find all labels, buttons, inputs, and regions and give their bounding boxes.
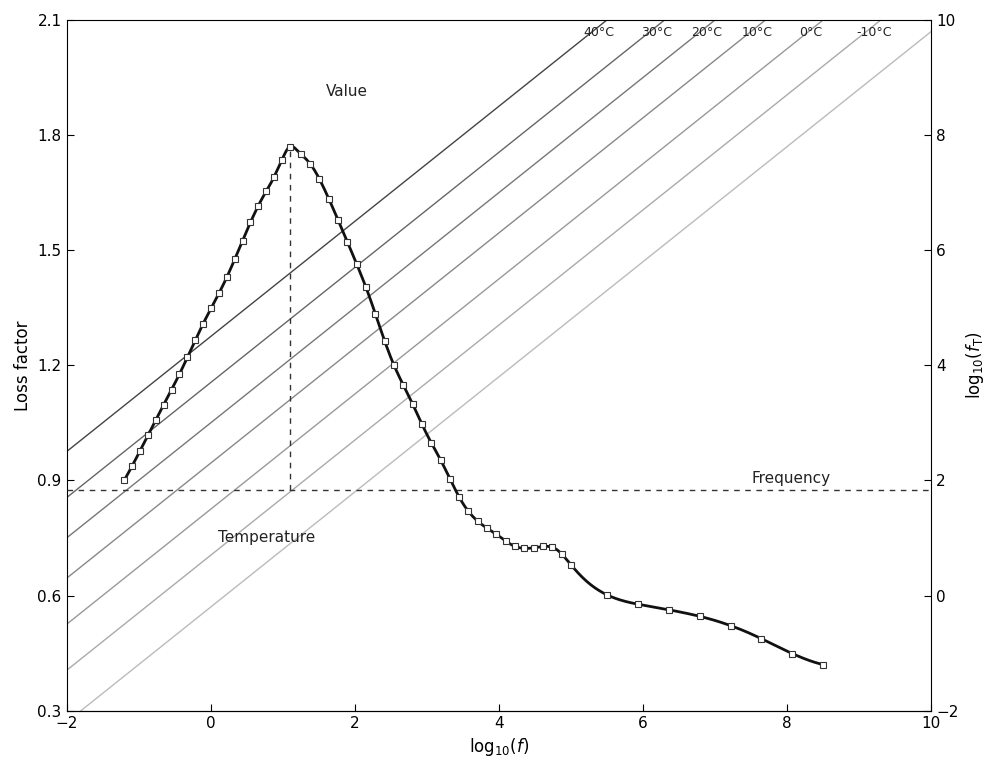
Text: 20°C: 20°C — [691, 26, 722, 39]
Text: Temperature: Temperature — [218, 530, 315, 545]
Text: 0°C: 0°C — [799, 26, 822, 39]
Y-axis label: Loss factor: Loss factor — [14, 320, 32, 411]
Text: Frequency: Frequency — [751, 471, 830, 486]
Text: -10°C: -10°C — [857, 26, 892, 39]
Text: 10°C: 10°C — [742, 26, 773, 39]
Text: 30°C: 30°C — [641, 26, 672, 39]
X-axis label: log$_{10}$($f$): log$_{10}$($f$) — [469, 736, 529, 758]
Text: Value: Value — [326, 83, 368, 99]
Text: 40°C: 40°C — [583, 26, 614, 39]
Y-axis label: log$_{10}$($f_{\mathrm{T}}$): log$_{10}$($f_{\mathrm{T}}$) — [964, 331, 986, 399]
